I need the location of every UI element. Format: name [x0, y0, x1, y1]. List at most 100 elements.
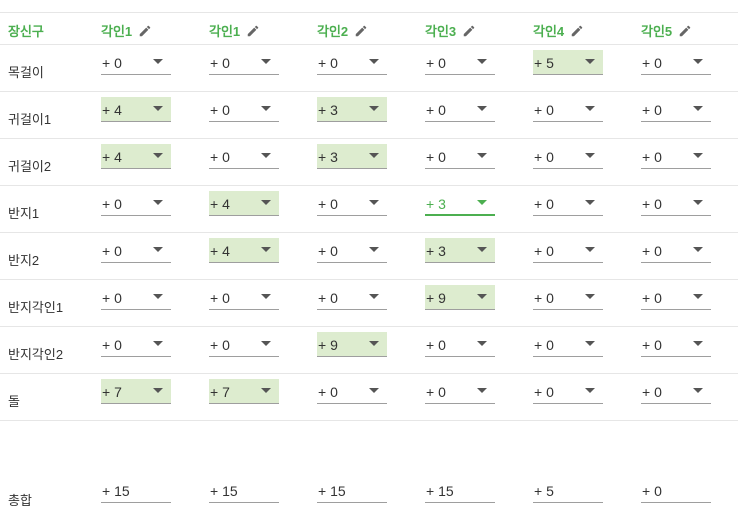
engraving-select[interactable]: + 0 [425, 97, 495, 122]
select-value: + 0 [102, 55, 122, 71]
pencil-icon[interactable] [354, 24, 368, 38]
engraving-select[interactable]: + 9 [425, 285, 495, 310]
select-value: + 4 [102, 102, 122, 118]
chevron-down-icon [369, 341, 379, 346]
row-label: 귀걸이1 [8, 112, 52, 127]
engraving-select[interactable]: + 0 [317, 50, 387, 75]
header-engraving-3[interactable]: 각인2 [317, 21, 368, 40]
engraving-select[interactable]: + 4 [101, 97, 171, 122]
engraving-select[interactable]: + 0 [425, 144, 495, 169]
engraving-select[interactable]: + 0 [533, 332, 603, 357]
total-value-field: + 15 [209, 478, 279, 503]
select-value: + 0 [426, 149, 446, 165]
engraving-select[interactable]: + 0 [641, 238, 711, 263]
engraving-select[interactable]: + 3 [317, 144, 387, 169]
chevron-down-icon [477, 341, 487, 346]
engraving-select[interactable]: + 0 [317, 191, 387, 216]
engraving-select[interactable]: + 0 [533, 285, 603, 310]
pencil-icon[interactable] [246, 24, 260, 38]
engraving-select[interactable]: + 0 [317, 285, 387, 310]
engraving-select[interactable]: + 3 [425, 238, 495, 263]
engraving-select[interactable]: + 0 [533, 191, 603, 216]
engraving-select[interactable]: + 0 [641, 285, 711, 310]
engraving-select[interactable]: + 0 [209, 97, 279, 122]
engraving-select[interactable]: + 0 [209, 50, 279, 75]
engraving-select[interactable]: + 0 [641, 144, 711, 169]
header-accessory-label: 장신구 [8, 24, 44, 39]
engraving-select[interactable]: + 0 [425, 332, 495, 357]
select-value: + 0 [318, 384, 338, 400]
select-value: + 0 [642, 196, 662, 212]
chevron-down-icon [477, 247, 487, 252]
chevron-down-icon [693, 59, 703, 64]
engraving-select[interactable]: + 0 [317, 238, 387, 263]
engraving-select[interactable]: + 9 [317, 332, 387, 357]
engraving-select[interactable]: + 0 [533, 144, 603, 169]
select-value: + 0 [318, 290, 338, 306]
engraving-select[interactable]: + 0 [641, 97, 711, 122]
engraving-select[interactable]: + 0 [101, 285, 171, 310]
engraving-select[interactable]: + 4 [209, 191, 279, 216]
engraving-select[interactable]: + 0 [641, 50, 711, 75]
engraving-select[interactable]: + 0 [209, 144, 279, 169]
engraving-select[interactable]: + 3 [317, 97, 387, 122]
select-value: + 3 [318, 102, 338, 118]
chevron-down-icon [585, 106, 595, 111]
chevron-down-icon [585, 200, 595, 205]
total-value: + 15 [210, 483, 238, 499]
engraving-select[interactable]: + 0 [101, 332, 171, 357]
engraving-select[interactable]: + 0 [533, 238, 603, 263]
header-engraving-4[interactable]: 각인3 [425, 21, 476, 40]
engraving-select[interactable]: + 7 [101, 379, 171, 404]
engraving-select[interactable]: + 0 [101, 50, 171, 75]
engraving-select[interactable]: + 3 [425, 191, 495, 216]
pencil-icon[interactable] [138, 24, 152, 38]
engraving-select[interactable]: + 0 [425, 379, 495, 404]
engraving-select[interactable]: + 5 [533, 50, 603, 75]
pencil-icon[interactable] [678, 24, 692, 38]
row-divider [0, 279, 738, 280]
row-divider [0, 91, 738, 92]
select-value: + 0 [318, 243, 338, 259]
pencil-icon[interactable] [570, 24, 584, 38]
engraving-select[interactable]: + 0 [425, 50, 495, 75]
total-value: + 5 [534, 483, 554, 499]
header-engraving-label: 각인3 [425, 24, 457, 39]
row-divider [0, 138, 738, 139]
engraving-select[interactable]: + 0 [317, 379, 387, 404]
chevron-down-icon [369, 247, 379, 252]
engraving-select[interactable]: + 0 [641, 379, 711, 404]
chevron-down-icon [369, 200, 379, 205]
select-value: + 0 [534, 196, 554, 212]
header-engraving-1[interactable]: 각인1 [101, 21, 152, 40]
engraving-select[interactable]: + 0 [641, 332, 711, 357]
header-engraving-5[interactable]: 각인4 [533, 21, 584, 40]
select-value: + 7 [210, 384, 230, 400]
pencil-icon[interactable] [462, 24, 476, 38]
total-value-field: + 15 [425, 478, 495, 503]
engraving-select[interactable]: + 0 [533, 379, 603, 404]
engraving-select[interactable]: + 7 [209, 379, 279, 404]
chevron-down-icon [585, 247, 595, 252]
engraving-select[interactable]: + 0 [533, 97, 603, 122]
total-label: 총합 [8, 493, 32, 508]
engraving-select[interactable]: + 0 [101, 191, 171, 216]
chevron-down-icon [153, 106, 163, 111]
table-header: 장신구 각인1 각인1 각인2 각인3 각인4 각인5 [0, 0, 738, 44]
header-engraving-2[interactable]: 각인1 [209, 21, 260, 40]
total-value-field: + 15 [317, 478, 387, 503]
engraving-select[interactable]: + 4 [101, 144, 171, 169]
select-value: + 0 [642, 337, 662, 353]
select-value: + 0 [102, 196, 122, 212]
chevron-down-icon [369, 59, 379, 64]
row-divider [0, 232, 738, 233]
engraving-select[interactable]: + 0 [209, 285, 279, 310]
chevron-down-icon [369, 388, 379, 393]
engraving-select[interactable]: + 0 [101, 238, 171, 263]
engraving-select[interactable]: + 0 [209, 332, 279, 357]
row-label: 목걸이 [8, 65, 44, 80]
header-engraving-6[interactable]: 각인5 [641, 21, 692, 40]
row-label: 반지1 [8, 206, 40, 221]
engraving-select[interactable]: + 4 [209, 238, 279, 263]
engraving-select[interactable]: + 0 [641, 191, 711, 216]
